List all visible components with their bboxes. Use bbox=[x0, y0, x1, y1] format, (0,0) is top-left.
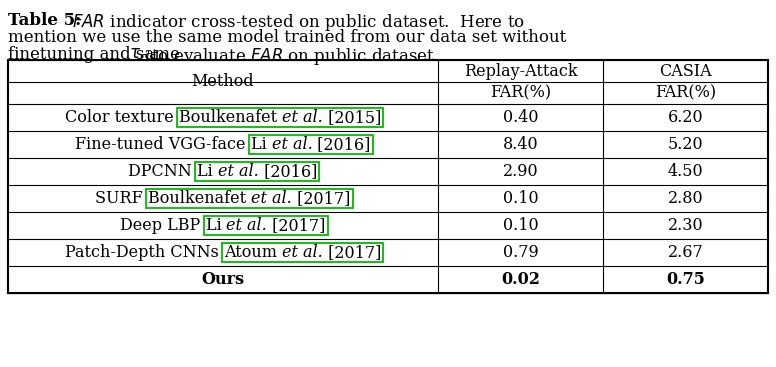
Text: et al.: et al. bbox=[251, 190, 292, 207]
Text: et al.: et al. bbox=[272, 136, 312, 153]
Text: to evaluate $\mathit{FAR}$ on public dataset.: to evaluate $\mathit{FAR}$ on public dat… bbox=[146, 46, 439, 67]
Text: [2017]: [2017] bbox=[267, 217, 326, 234]
Text: $\tau_{cls}$: $\tau_{cls}$ bbox=[129, 46, 157, 63]
Text: [2017]: [2017] bbox=[323, 244, 381, 261]
Text: 0.75: 0.75 bbox=[666, 271, 705, 288]
Text: mention we use the same model trained from our data set without: mention we use the same model trained fr… bbox=[8, 29, 566, 46]
Text: [2016]: [2016] bbox=[259, 163, 317, 180]
Text: et al.: et al. bbox=[218, 163, 259, 180]
Text: Li: Li bbox=[206, 217, 227, 234]
Text: 8.40: 8.40 bbox=[503, 136, 539, 153]
Text: Boulkenafet: Boulkenafet bbox=[178, 109, 282, 126]
Text: FAR(%): FAR(%) bbox=[655, 84, 716, 102]
Text: Li: Li bbox=[251, 136, 272, 153]
Text: 0.79: 0.79 bbox=[503, 244, 539, 261]
Text: Atoum: Atoum bbox=[223, 244, 282, 261]
Text: Table 5:: Table 5: bbox=[8, 12, 81, 29]
Text: et al.: et al. bbox=[282, 244, 323, 261]
Text: FAR(%): FAR(%) bbox=[490, 84, 551, 102]
Text: Color texture: Color texture bbox=[64, 109, 178, 126]
Text: et al.: et al. bbox=[227, 217, 267, 234]
Text: 2.90: 2.90 bbox=[503, 163, 539, 180]
Text: 0.10: 0.10 bbox=[503, 217, 539, 234]
Text: Boulkenafet: Boulkenafet bbox=[148, 190, 251, 207]
Bar bbox=[222, 243, 383, 262]
Text: 5.20: 5.20 bbox=[667, 136, 703, 153]
Text: CASIA: CASIA bbox=[659, 62, 712, 80]
Text: 2.30: 2.30 bbox=[667, 217, 703, 234]
Text: SURF: SURF bbox=[95, 190, 148, 207]
Text: 0.40: 0.40 bbox=[503, 109, 539, 126]
Text: 0.10: 0.10 bbox=[503, 190, 539, 207]
Text: DPCNN: DPCNN bbox=[129, 163, 197, 180]
Text: et al.: et al. bbox=[282, 109, 323, 126]
Text: 0.02: 0.02 bbox=[501, 271, 540, 288]
Bar bbox=[146, 189, 352, 207]
Text: 6.20: 6.20 bbox=[667, 109, 703, 126]
Text: Li: Li bbox=[197, 163, 218, 180]
Bar bbox=[196, 161, 319, 181]
Text: 2.67: 2.67 bbox=[667, 244, 703, 261]
Bar bbox=[8, 60, 768, 293]
Text: $\mathit{FAR}$ indicator cross-tested on public dataset.  Here to: $\mathit{FAR}$ indicator cross-tested on… bbox=[72, 12, 525, 33]
Bar bbox=[177, 108, 383, 127]
Text: Ours: Ours bbox=[202, 271, 244, 288]
Text: Method: Method bbox=[192, 73, 255, 91]
Text: [2016]: [2016] bbox=[312, 136, 371, 153]
Text: finetuning and same: finetuning and same bbox=[8, 46, 185, 63]
Text: Replay-Attack: Replay-Attack bbox=[464, 62, 577, 80]
Text: 4.50: 4.50 bbox=[667, 163, 703, 180]
Text: [2015]: [2015] bbox=[323, 109, 381, 126]
Bar bbox=[248, 134, 372, 153]
Text: 2.80: 2.80 bbox=[667, 190, 703, 207]
Text: Deep LBP: Deep LBP bbox=[120, 217, 206, 234]
Text: Patch-Depth CNNs: Patch-Depth CNNs bbox=[64, 244, 223, 261]
Bar bbox=[203, 215, 327, 235]
Text: [2017]: [2017] bbox=[292, 190, 351, 207]
Text: Fine-tuned VGG-face: Fine-tuned VGG-face bbox=[75, 136, 251, 153]
